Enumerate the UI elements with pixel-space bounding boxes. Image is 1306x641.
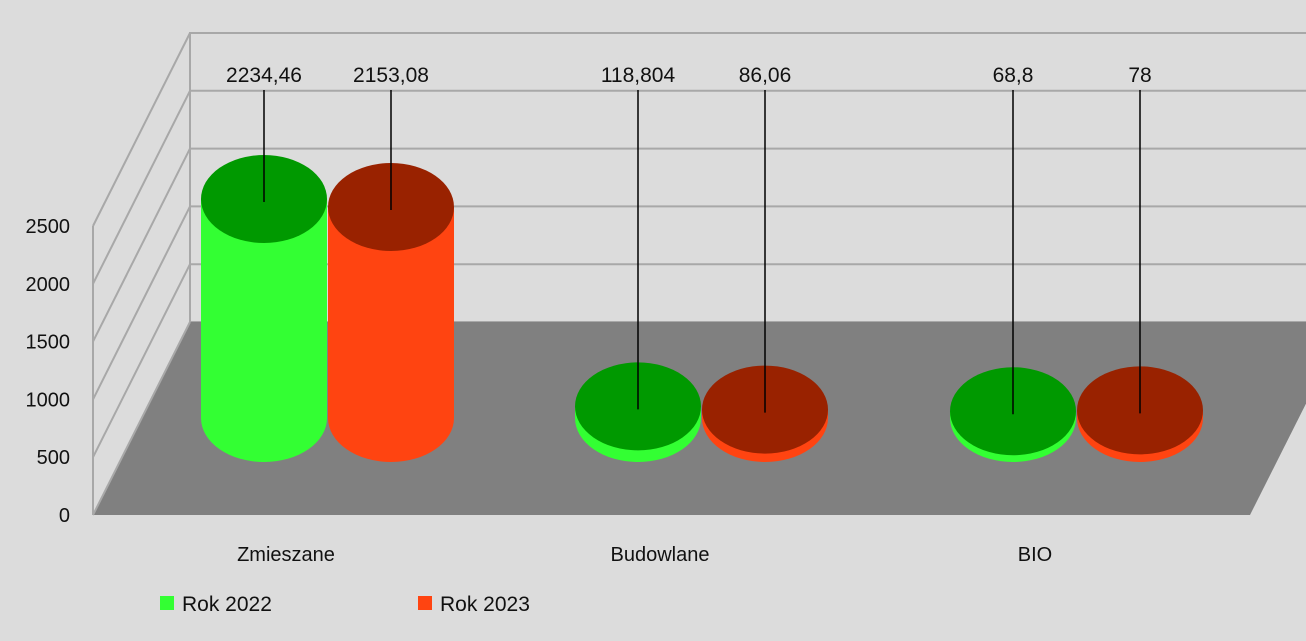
- side-gridline: [92, 90, 191, 285]
- data-label: 86,06: [739, 64, 792, 87]
- bars: 2234,46 2153,08 118,804 86,06 68,8 78: [201, 64, 1203, 462]
- x-axis: Zmieszane Budowlane BIO: [237, 544, 1052, 566]
- data-label: 2153,08: [353, 64, 429, 87]
- bar-body: [201, 199, 327, 462]
- legend: Rok 2022 Rok 2023: [160, 593, 530, 616]
- data-label: 78: [1128, 64, 1151, 87]
- y-tick-label: 1500: [26, 332, 71, 354]
- y-tick-label: 500: [37, 447, 70, 469]
- legend-label: Rok 2022: [182, 593, 272, 616]
- legend-swatch: [160, 596, 174, 610]
- side-gridline: [92, 263, 191, 458]
- side-gridline: [92, 32, 191, 227]
- y-tick-label: 0: [59, 505, 70, 527]
- data-label: 68,8: [993, 64, 1034, 87]
- y-tick-label: 2000: [26, 274, 71, 296]
- side-gridline: [92, 205, 191, 400]
- y-tick-label: 1000: [26, 389, 71, 411]
- side-gridline: [92, 321, 191, 516]
- x-tick-label: Zmieszane: [237, 544, 335, 566]
- y-axis: 0 500 1000 1500 2000 2500: [26, 216, 71, 527]
- data-label: 2234,46: [226, 64, 302, 87]
- y-tick-label: 2500: [26, 216, 71, 238]
- side-gridline: [92, 148, 191, 343]
- data-label: 118,804: [601, 64, 676, 87]
- legend-swatch: [418, 596, 432, 610]
- x-tick-label: Budowlane: [611, 544, 710, 566]
- x-tick-label: BIO: [1018, 544, 1052, 566]
- bar-body: [328, 206, 454, 462]
- legend-label: Rok 2023: [440, 593, 530, 616]
